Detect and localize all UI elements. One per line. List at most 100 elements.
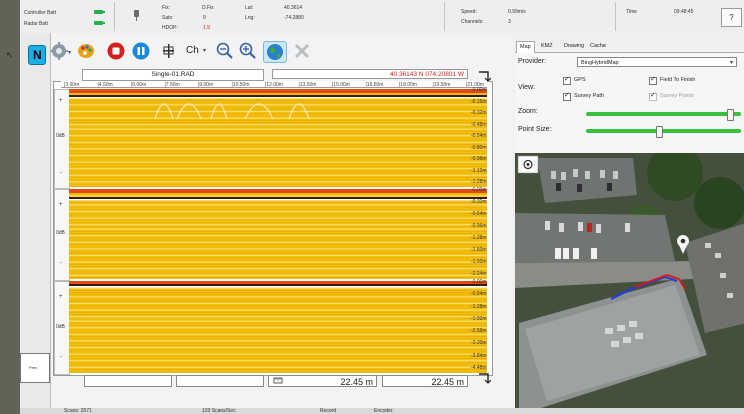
depth-label: -2.24m bbox=[471, 271, 487, 277]
time-label: Time bbox=[626, 9, 637, 15]
depth-label: -1.92m bbox=[471, 259, 487, 265]
depth-label: -0.00m bbox=[471, 279, 487, 285]
gain-up-button[interactable]: + bbox=[59, 202, 63, 208]
radargram-channel-1[interactable] bbox=[69, 89, 487, 187]
desktop-arrow-icon: ↖ bbox=[6, 50, 14, 60]
sats-label: Sats: bbox=[162, 15, 174, 21]
distance-field-2: 22.45 m bbox=[382, 375, 468, 387]
hdop-value: 1.9 bbox=[203, 25, 210, 31]
x-tick-label: |18.00m bbox=[399, 82, 417, 88]
depth-label: -1.60m bbox=[471, 247, 487, 253]
help-button[interactable]: ? bbox=[721, 8, 742, 27]
speed-label: Speed: bbox=[461, 9, 477, 15]
channel-select-button[interactable]: Ch ▾ bbox=[183, 41, 209, 61]
x-tick-label: |16.50m bbox=[365, 82, 384, 88]
globe-map-icon[interactable] bbox=[263, 41, 287, 63]
gain-up-button[interactable]: + bbox=[59, 294, 63, 300]
channel-3-controls: + 0dB - bbox=[54, 281, 70, 375]
zoom-out-icon[interactable] bbox=[214, 41, 236, 61]
channels-label: Channels: bbox=[461, 19, 484, 25]
channel-2-controls: + 0dB - bbox=[54, 189, 70, 281]
tab-kmz[interactable]: KMZ bbox=[541, 43, 553, 49]
depth-label: -0.64m bbox=[471, 211, 487, 217]
gain-down-button[interactable]: - bbox=[60, 354, 62, 360]
depth-label: -3.20m bbox=[471, 340, 487, 347]
view-label: View: bbox=[518, 84, 535, 91]
coordinates-readout: 40.36143 N 074.20801 W bbox=[272, 69, 468, 79]
chevron-down-icon: ▾ bbox=[729, 60, 733, 66]
svg-text:▾: ▾ bbox=[68, 50, 71, 56]
lat-label: Lat: bbox=[245, 5, 254, 11]
color-palette-icon[interactable] bbox=[76, 41, 98, 61]
provider-select[interactable]: BingHybridMap ▾ bbox=[577, 57, 737, 67]
survey-points-checkbox[interactable] bbox=[649, 91, 657, 101]
point-size-label: Point Size: bbox=[518, 126, 552, 133]
zoom-slider[interactable] bbox=[586, 112, 741, 116]
left-strip: Prev bbox=[20, 33, 51, 408]
gps-checkbox[interactable] bbox=[563, 75, 571, 85]
stop-button[interactable] bbox=[105, 41, 127, 61]
zoom-in-icon[interactable] bbox=[237, 41, 259, 61]
x-tick-label: |6.00m bbox=[131, 82, 147, 88]
field-to-finish-label: Field To Finish bbox=[660, 77, 696, 83]
encoder-status: Encoder bbox=[374, 408, 393, 414]
speed-value: 0.99m/s bbox=[508, 9, 526, 15]
depth-label: -0.64m bbox=[471, 291, 487, 298]
gps-signal-icon bbox=[133, 10, 140, 21]
x-tick-label: |19.50m bbox=[432, 82, 451, 88]
pause-button[interactable] bbox=[130, 41, 152, 61]
lng-label: Lng: bbox=[245, 15, 255, 21]
field-to-finish-checkbox[interactable] bbox=[649, 75, 657, 85]
radar-batt-label: Radar Batt bbox=[24, 21, 48, 27]
sats-value: 9 bbox=[203, 15, 206, 21]
close-icon[interactable] bbox=[291, 41, 313, 61]
main-window: Prev N ▾ Ch ▾ Single-01.RAD 40.36143 N 0… bbox=[20, 33, 744, 408]
survey-points-label: Survey Points bbox=[660, 93, 694, 99]
depth-label: -4.48m bbox=[471, 365, 487, 371]
chevron-down-icon: ▾ bbox=[203, 48, 207, 54]
marker-icon[interactable] bbox=[158, 41, 180, 61]
file-title: Single-01.RAD bbox=[82, 69, 264, 81]
depth-label: -1.28m bbox=[471, 179, 487, 185]
gain-down-button[interactable]: - bbox=[60, 260, 62, 266]
gain-down-button[interactable]: - bbox=[60, 170, 62, 176]
hdop-label: HDOP: bbox=[162, 25, 178, 31]
north-button[interactable]: N bbox=[28, 45, 46, 65]
x-tick-label: |13.50m bbox=[298, 82, 317, 88]
point-size-slider-thumb[interactable] bbox=[655, 126, 663, 138]
preview-box[interactable]: Prev bbox=[20, 353, 50, 383]
survey-path-checkbox[interactable] bbox=[563, 91, 571, 101]
zoom-slider-thumb[interactable] bbox=[727, 109, 735, 121]
locate-me-icon[interactable] bbox=[518, 156, 538, 173]
point-size-slider[interactable] bbox=[586, 129, 741, 133]
scans-count: Scans: 2571 bbox=[64, 408, 92, 414]
x-tick-label: |7.50m bbox=[164, 82, 180, 88]
settings-gear-icon[interactable]: ▾ bbox=[50, 41, 72, 61]
depth-label: -0.64m bbox=[471, 133, 487, 139]
radargram-channel-3[interactable] bbox=[69, 281, 487, 373]
depth-label: -0.00m bbox=[471, 87, 487, 93]
tab-cache[interactable]: Cache bbox=[590, 43, 606, 49]
depth-label: -1.12m bbox=[471, 167, 487, 174]
survey-path-label: Survey Path bbox=[574, 93, 604, 99]
gain-up-button[interactable]: + bbox=[59, 98, 63, 104]
tab-drawing[interactable]: Drawing bbox=[564, 43, 585, 49]
controller-battery-icon bbox=[94, 10, 105, 14]
satellite-map[interactable] bbox=[515, 153, 744, 408]
fix-label: Fix: bbox=[162, 5, 171, 11]
radar-battery-icon bbox=[94, 21, 105, 25]
x-tick-label: |12.00m bbox=[265, 82, 283, 88]
ruler-icon bbox=[273, 375, 283, 388]
depth-label: -0.16m bbox=[471, 98, 487, 105]
distance-value-1: 22.45 m bbox=[340, 377, 373, 387]
radargram-channel-2[interactable] bbox=[69, 189, 487, 279]
corner-arrow-bottom-icon[interactable] bbox=[477, 371, 492, 385]
tab-map[interactable]: Map bbox=[516, 41, 535, 53]
scans-per-sec: 103 Scans/Sec bbox=[202, 408, 236, 414]
gps-label: GPS bbox=[574, 77, 586, 83]
depth-label: -1.28m bbox=[471, 235, 487, 241]
depth-label: -1.28m bbox=[471, 303, 487, 310]
depth-label: -0.32m bbox=[471, 199, 487, 205]
x-tick-label: |21.00m bbox=[466, 82, 484, 88]
depth-label: -0.96m bbox=[471, 223, 487, 229]
